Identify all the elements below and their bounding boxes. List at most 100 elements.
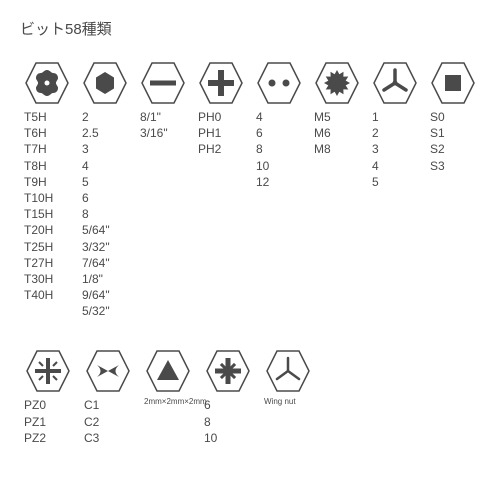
tri-wing-icon <box>373 61 417 105</box>
bit-size-label: 1/8" <box>82 271 103 287</box>
bit-column-square: S0S1S2S3 <box>426 61 480 319</box>
bit-size-label: M6 <box>314 125 331 141</box>
page-title: ビット58種類 <box>20 18 480 39</box>
bit-size-label: 6 <box>256 125 263 141</box>
bit-size-label: PZ2 <box>24 430 46 446</box>
bit-size-list: 4681012 <box>252 109 306 190</box>
bit-column-clutch: C1C2C3 <box>80 349 136 446</box>
bit-size-label: PH2 <box>198 141 221 157</box>
torq-set-icon <box>206 349 250 393</box>
bit-size-list: T5HT6HT7HT8HT9HT10HT15HT20HT25HT27HT30HT… <box>20 109 74 303</box>
bit-size-label: 6 <box>204 397 211 413</box>
bit-size-label: C1 <box>84 397 99 413</box>
bit-column-tri-wing: 12345 <box>368 61 422 319</box>
bit-size-label: 5/32" <box>82 303 110 319</box>
bit-size-label: 1 <box>372 109 379 125</box>
bit-size-label: 4 <box>372 158 379 174</box>
spanner-icon <box>257 61 301 105</box>
bit-size-label: T25H <box>24 239 53 255</box>
bit-size-label: 2 <box>82 109 89 125</box>
triangle-icon <box>146 349 190 393</box>
bit-size-label: C2 <box>84 414 99 430</box>
bit-column-spline: M5M6M8 <box>310 61 364 319</box>
bit-size-label: 5/64" <box>82 222 110 238</box>
bit-column-wing-nut: Wing nut <box>260 349 316 446</box>
phillips-icon <box>199 61 243 105</box>
torx-security-icon <box>25 61 69 105</box>
bit-size-label: T10H <box>24 190 53 206</box>
bit-size-list: Wing nut <box>260 397 316 408</box>
bit-size-list: PZ0PZ1PZ2 <box>20 397 76 446</box>
bit-size-label: 3/32" <box>82 239 110 255</box>
bit-size-list: 22.5345685/64"3/32"7/64"1/8"9/64"5/32" <box>78 109 132 319</box>
bit-size-list: S0S1S2S3 <box>426 109 480 174</box>
bit-size-list: PH0PH1PH2 <box>194 109 248 158</box>
bit-size-label: 8/1" <box>140 109 161 125</box>
bit-size-label: M5 <box>314 109 331 125</box>
bit-size-label: 9/64" <box>82 287 110 303</box>
bit-size-list: 6810 <box>200 397 256 446</box>
square-icon <box>431 61 475 105</box>
bit-size-label: 3/16" <box>140 125 168 141</box>
bit-size-label: 2mm×2mm×2mm <box>144 397 207 408</box>
wing-nut-icon <box>266 349 310 393</box>
bit-size-list: 12345 <box>368 109 422 190</box>
bit-size-label: 12 <box>256 174 269 190</box>
bit-size-label: C3 <box>84 430 99 446</box>
bit-size-label: 10 <box>256 158 269 174</box>
bit-size-label: 8 <box>204 414 211 430</box>
bit-size-label: PZ1 <box>24 414 46 430</box>
bit-size-list: M5M6M8 <box>310 109 364 158</box>
bit-size-list: C1C2C3 <box>80 397 136 446</box>
bit-size-label: T40H <box>24 287 53 303</box>
bit-size-label: T8H <box>24 158 47 174</box>
bit-size-label: PH1 <box>198 125 221 141</box>
bit-size-label: 2 <box>372 125 379 141</box>
bit-size-label: 5 <box>372 174 379 190</box>
bit-row-2: PZ0PZ1PZ2 C1C2C3 2mm×2mm×2mm 6810 Wing n… <box>20 349 480 446</box>
bit-size-list: 2mm×2mm×2mm <box>140 397 196 408</box>
bit-size-label: 10 <box>204 430 217 446</box>
bit-size-label: M8 <box>314 141 331 157</box>
bit-size-label: S3 <box>430 158 445 174</box>
bit-size-list: 8/1"3/16" <box>136 109 190 141</box>
bit-column-pozidriv: PZ0PZ1PZ2 <box>20 349 76 446</box>
slotted-icon <box>141 61 185 105</box>
bit-size-label: 8 <box>82 206 89 222</box>
bit-column-hex: 22.5345685/64"3/32"7/64"1/8"9/64"5/32" <box>78 61 132 319</box>
bit-size-label: T5H <box>24 109 47 125</box>
bit-column-phillips: PH0PH1PH2 <box>194 61 248 319</box>
bit-size-label: T7H <box>24 141 47 157</box>
spline-icon <box>315 61 359 105</box>
bit-size-label: PH0 <box>198 109 221 125</box>
bit-size-label: 8 <box>256 141 263 157</box>
bit-column-spanner: 4681012 <box>252 61 306 319</box>
bit-size-label: T30H <box>24 271 53 287</box>
bit-size-label: T9H <box>24 174 47 190</box>
clutch-icon <box>86 349 130 393</box>
pozidriv-icon <box>26 349 70 393</box>
bit-size-label: 4 <box>82 158 89 174</box>
bit-size-label: T27H <box>24 255 53 271</box>
bit-size-label: 5 <box>82 174 89 190</box>
bit-size-label: S1 <box>430 125 445 141</box>
bit-size-label: T20H <box>24 222 53 238</box>
bit-column-triangle: 2mm×2mm×2mm <box>140 349 196 446</box>
bit-size-label: Wing nut <box>264 397 296 408</box>
container: ビット58種類 T5HT6HT7HT8HT9HT10HT15HT20HT25HT… <box>0 0 500 494</box>
bit-size-label: 4 <box>256 109 263 125</box>
bit-size-label: 7/64" <box>82 255 110 271</box>
bit-size-label: S2 <box>430 141 445 157</box>
bit-size-label: 6 <box>82 190 89 206</box>
bit-size-label: 3 <box>372 141 379 157</box>
bit-size-label: 2.5 <box>82 125 99 141</box>
bit-size-label: T6H <box>24 125 47 141</box>
bit-column-slotted: 8/1"3/16" <box>136 61 190 319</box>
bit-size-label: S0 <box>430 109 445 125</box>
bit-column-torq-set: 6810 <box>200 349 256 446</box>
bit-size-label: T15H <box>24 206 53 222</box>
hex-icon <box>83 61 127 105</box>
bit-column-torx-security: T5HT6HT7HT8HT9HT10HT15HT20HT25HT27HT30HT… <box>20 61 74 319</box>
bit-size-label: PZ0 <box>24 397 46 413</box>
bit-size-label: 3 <box>82 141 89 157</box>
